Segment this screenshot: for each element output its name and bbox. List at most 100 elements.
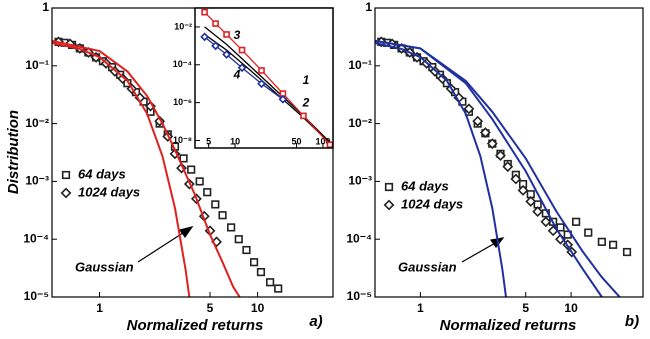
y-tick-label: 10⁻⁵ — [24, 289, 49, 303]
data-point — [201, 8, 208, 16]
data-point — [532, 206, 544, 218]
data-point — [572, 217, 581, 226]
data-point — [384, 182, 394, 192]
data-point — [609, 240, 618, 249]
y-tick-label: 1 — [42, 0, 49, 14]
panel-label: b) — [625, 313, 639, 330]
y-tick-label: 10⁻⁴ — [23, 231, 49, 245]
data-point — [300, 112, 307, 120]
data-point — [436, 73, 448, 85]
data-point — [238, 46, 246, 54]
line — [52, 39, 241, 297]
plot-area — [52, 36, 283, 297]
data-point — [258, 67, 265, 74]
annotation: 3 — [234, 28, 241, 42]
data-point — [274, 284, 283, 293]
x-tick-label: 5 — [522, 301, 529, 315]
plot-area — [375, 36, 632, 297]
data-point — [211, 200, 220, 209]
y-tick-label: 10⁻² — [348, 116, 372, 130]
data-point — [525, 196, 537, 207]
line — [375, 39, 621, 297]
x-tick-label: 10 — [564, 301, 578, 315]
data-point — [249, 258, 259, 267]
data-point — [584, 228, 593, 237]
annotation: 2 — [302, 95, 310, 109]
data-point — [479, 127, 491, 138]
data-point — [472, 115, 484, 127]
data-point — [187, 165, 196, 174]
data-point — [556, 223, 565, 232]
data-point — [211, 41, 220, 51]
x-tick-label: 5 — [206, 136, 211, 146]
y-tick-label: 10⁻⁴ — [173, 59, 192, 69]
x-tick-label: 100 — [315, 136, 330, 146]
y-tick-label: 10⁻⁵ — [347, 289, 372, 303]
plot-frame — [374, 7, 644, 298]
x-tick-label: 50 — [292, 136, 302, 146]
panel-label: a) — [309, 313, 322, 330]
data-point — [203, 188, 212, 197]
legend-label: 1024 days — [401, 196, 463, 211]
annotation: Gaussian — [398, 259, 457, 274]
data-point — [222, 50, 231, 59]
arrow — [137, 226, 505, 263]
data-point — [622, 247, 632, 257]
data-point — [266, 278, 275, 287]
data-point — [502, 161, 514, 173]
plot-frame — [51, 7, 334, 298]
x-tick-label: 5 — [207, 301, 214, 315]
data-point — [212, 20, 219, 27]
x-tick-label: 10 — [251, 301, 265, 315]
legend-label: 64 days — [78, 166, 126, 181]
data-point — [383, 199, 395, 211]
annotation: 4 — [233, 67, 241, 81]
line — [52, 42, 191, 297]
data-point — [486, 138, 498, 150]
line — [375, 42, 507, 297]
y-axis-label: Distribution — [5, 110, 22, 194]
data-point — [179, 154, 188, 163]
data-point — [200, 32, 209, 42]
data-point — [117, 73, 129, 85]
y-tick-label: 10⁻² — [25, 116, 49, 130]
data-point — [257, 79, 266, 89]
legend-label: 64 days — [401, 178, 449, 193]
data-point — [242, 245, 251, 255]
x-axis-label: Normalized returns — [440, 317, 577, 334]
annotation: 1 — [303, 73, 310, 87]
data-point — [237, 63, 247, 73]
data-point — [227, 223, 236, 232]
data-point — [463, 103, 475, 115]
y-tick-label: 10⁻¹ — [348, 58, 372, 72]
y-tick-label: 10⁻⁸ — [173, 135, 192, 145]
data-point — [517, 184, 529, 196]
y-tick-label: 1 — [365, 0, 372, 14]
data-point — [256, 267, 266, 277]
data-point — [223, 31, 230, 38]
data-point — [60, 187, 72, 199]
annotation: Gaussian — [75, 259, 134, 274]
x-tick-label: 10 — [230, 136, 240, 146]
data-point — [278, 94, 288, 104]
plot-frame — [194, 7, 334, 149]
data-point — [540, 216, 552, 228]
data-point — [510, 173, 522, 185]
plot-area — [200, 8, 333, 148]
x-axis-label: Normalized returns — [127, 317, 264, 334]
y-tick-label: 10⁻² — [174, 21, 192, 31]
data-point — [495, 150, 506, 161]
x-tick-label: 1 — [417, 301, 424, 315]
data-point — [234, 235, 243, 244]
y-tick-label: 10⁻³ — [25, 174, 49, 188]
data-point — [326, 141, 333, 148]
y-tick-label: 10⁻⁶ — [173, 97, 192, 107]
legend-label: 1024 days — [78, 184, 140, 199]
y-tick-label: 10⁻¹ — [25, 58, 49, 72]
data-point — [61, 170, 71, 180]
data-point — [597, 237, 606, 246]
y-tick-label: 10⁻³ — [348, 174, 372, 188]
data-point — [218, 211, 227, 220]
y-tick-label: 10⁻⁴ — [346, 231, 372, 245]
